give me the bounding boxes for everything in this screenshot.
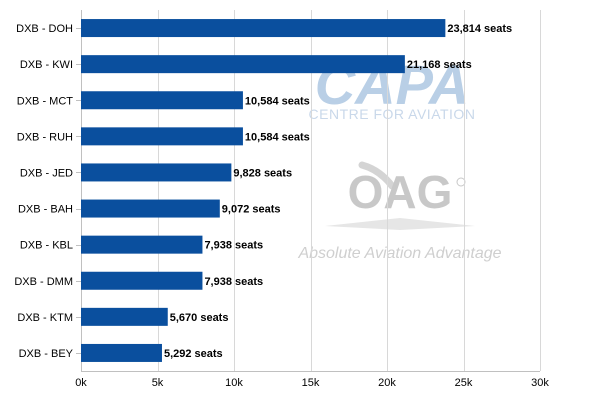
- watermark-layer: CAPA CENTRE FOR AVIATION OAG Absolute Av…: [297, 53, 501, 262]
- data-label: 7,938 seats: [204, 276, 263, 288]
- data-label: 10,584 seats: [245, 131, 310, 143]
- category-label: DXB - DMM: [14, 276, 73, 288]
- oag-tagline-watermark: Absolute Aviation Advantage: [297, 245, 501, 262]
- x-tick-label: 0k: [75, 377, 87, 389]
- x-tick-label: 10k: [225, 377, 243, 389]
- x-tick-label: 20k: [378, 377, 396, 389]
- category-label: DXB - RUH: [17, 131, 73, 143]
- bar: [81, 55, 405, 74]
- category-label: DXB - KWI: [20, 59, 73, 71]
- data-label: 9,072 seats: [222, 204, 281, 216]
- data-label: 5,292 seats: [164, 348, 223, 360]
- x-tick-label: 30k: [531, 377, 549, 389]
- bars: [81, 19, 446, 362]
- bar: [81, 19, 446, 38]
- bar: [81, 271, 203, 290]
- bar: [81, 127, 243, 146]
- capa-tagline-watermark: CENTRE FOR AVIATION: [309, 106, 476, 122]
- category-label: DXB - KBL: [20, 240, 73, 252]
- bar: [81, 199, 220, 218]
- data-label: 23,814 seats: [447, 23, 512, 35]
- registered-mark-icon: [456, 177, 466, 187]
- data-label: 5,670 seats: [170, 312, 229, 324]
- category-label: DXB - BAH: [18, 204, 73, 216]
- oag-reflection-icon: [325, 218, 475, 230]
- category-label: DXB - DOH: [16, 23, 73, 35]
- data-label: 21,168 seats: [407, 59, 472, 71]
- x-axis: 0k 5k 10k 15k 20k 25k 30k: [75, 371, 549, 389]
- category-label: DXB - BEY: [19, 348, 74, 360]
- bar: [81, 163, 232, 182]
- bar: [81, 235, 203, 254]
- data-label: 9,828 seats: [233, 167, 292, 179]
- data-label: 7,938 seats: [204, 240, 263, 252]
- x-tick-label: 5k: [152, 377, 164, 389]
- oag-swoosh-icon: [358, 161, 396, 190]
- x-tick-label: 15k: [302, 377, 320, 389]
- oag-logo-watermark: OAG: [348, 166, 453, 218]
- bar: [81, 343, 162, 362]
- category-label: DXB - JED: [20, 167, 73, 179]
- data-label: 10,584 seats: [245, 95, 310, 107]
- category-label: DXB - MCT: [17, 95, 74, 107]
- category-labels: DXB - DOH DXB - KWI DXB - MCT DXB - RUH DXB …: [14, 23, 81, 360]
- data-labels: 23,814 seats 21,168 seats 10,584 seats 10,5…: [164, 23, 512, 360]
- bar: [81, 91, 243, 110]
- bar: [81, 307, 168, 326]
- category-label: DXB - KTM: [17, 312, 73, 324]
- x-tick-label: 25k: [455, 377, 473, 389]
